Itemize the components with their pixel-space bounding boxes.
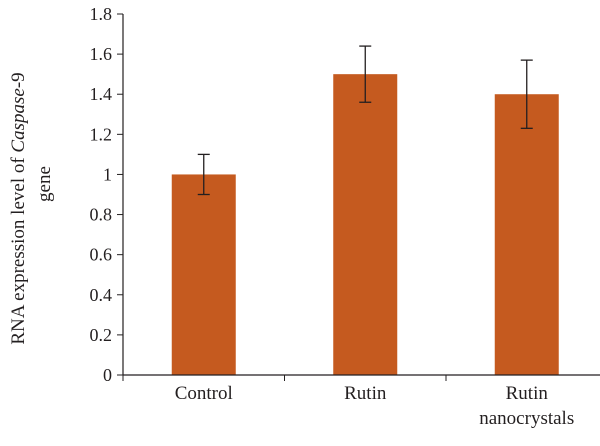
y-tick-label: 1.6	[90, 44, 113, 64]
error-bars	[197, 45, 533, 196]
y-tick-label: 1	[103, 164, 112, 184]
y-tick-label: 1.8	[90, 4, 113, 24]
y-tick-label: 0.8	[90, 205, 113, 225]
y-axis-ticks: 0 0.2 0.4 0.6 0.8 1 1.2 1.4 1.6 1.8	[90, 4, 123, 385]
x-category-label: nanocrystals	[479, 408, 574, 429]
y-tick-label: 1.2	[90, 124, 113, 144]
bar	[171, 174, 236, 375]
x-axis-categories: Control Rutin Rutin nanocrystals	[175, 383, 575, 429]
y-tick-label: 1.4	[90, 84, 113, 104]
bars	[171, 74, 559, 376]
x-category-label: Rutin	[506, 383, 549, 404]
bar	[333, 74, 398, 376]
axes	[122, 14, 600, 381]
y-tick-label: 0.6	[90, 245, 113, 265]
y-tick-label: 0.2	[90, 325, 113, 345]
x-category-label: Rutin	[344, 383, 387, 404]
y-tick-label: 0	[103, 365, 112, 385]
bar	[494, 94, 559, 375]
y-axis-label-line-1: RNA expression level of Caspase-9	[8, 72, 29, 344]
x-category-label: Control	[175, 383, 233, 404]
y-axis-label-line-2: gene	[34, 166, 55, 202]
y-tick-label: 0.4	[90, 285, 113, 305]
